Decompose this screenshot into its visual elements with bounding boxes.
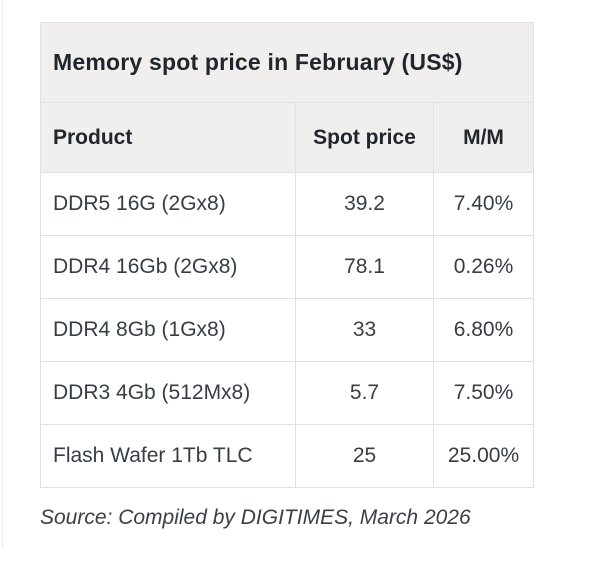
table-row: DDR4 16Gb (2Gx8) 78.1 0.26% [40, 235, 535, 299]
mm-cell: 6.80% [432, 298, 535, 362]
memory-spot-price-table: Memory spot price in February (US$) Prod… [39, 22, 535, 488]
table-title: Memory spot price in February (US$) [39, 22, 535, 103]
column-header-mm: M/M [432, 102, 535, 173]
mm-cell: 0.26% [432, 235, 535, 299]
table-row: Flash Wafer 1Tb TLC 25 25.00% [40, 424, 535, 488]
table-row: DDR5 16G (2Gx8) 39.2 7.40% [40, 172, 535, 236]
table-title-row: Memory spot price in February (US$) [39, 22, 535, 103]
mm-cell: 7.40% [432, 172, 535, 236]
product-cell: DDR3 4Gb (512Mx8) [40, 361, 296, 425]
product-cell: DDR4 8Gb (1Gx8) [40, 298, 296, 362]
column-header-spot-price: Spot price [295, 102, 434, 173]
source-note: Source: Compiled by DIGITIMES, March 202… [40, 506, 471, 529]
left-edge-divider [2, 0, 3, 548]
product-cell: DDR5 16G (2Gx8) [40, 172, 296, 236]
mm-cell: 25.00% [432, 424, 535, 488]
spot-price-cell: 39.2 [295, 172, 434, 236]
spot-price-cell: 78.1 [295, 235, 434, 299]
spot-price-cell: 33 [295, 298, 434, 362]
column-header-product: Product [40, 102, 296, 173]
table-header-row: Product Spot price M/M [40, 102, 535, 173]
spot-price-cell: 5.7 [295, 361, 434, 425]
product-cell: Flash Wafer 1Tb TLC [40, 424, 296, 488]
spot-price-cell: 25 [295, 424, 434, 488]
table-row: DDR4 8Gb (1Gx8) 33 6.80% [40, 298, 535, 362]
product-cell: DDR4 16Gb (2Gx8) [40, 235, 296, 299]
mm-cell: 7.50% [432, 361, 535, 425]
table-row: DDR3 4Gb (512Mx8) 5.7 7.50% [40, 361, 535, 425]
